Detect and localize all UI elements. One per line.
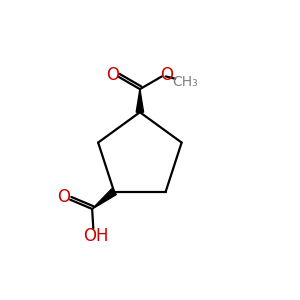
Text: CH₃: CH₃ [172,75,198,89]
Polygon shape [92,189,116,209]
Text: O: O [160,66,173,84]
Text: O: O [106,66,119,84]
Text: OH: OH [83,226,108,244]
Text: O: O [57,188,70,206]
Polygon shape [136,89,144,112]
